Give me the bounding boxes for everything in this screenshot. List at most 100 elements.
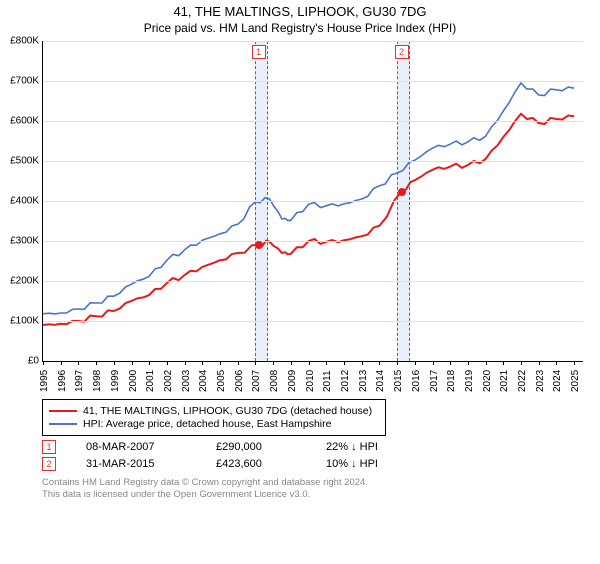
x-axis-label: 2022 bbox=[517, 370, 528, 392]
x-tick bbox=[149, 361, 150, 365]
plot-area: £0£100K£200K£300K£400K£500K£600K£700K£80… bbox=[42, 41, 583, 362]
price-chart: £0£100K£200K£300K£400K£500K£600K£700K£80… bbox=[42, 41, 582, 393]
x-axis-label: 2009 bbox=[287, 370, 298, 392]
gridline bbox=[43, 241, 583, 242]
y-axis-label: £0 bbox=[3, 356, 39, 367]
page-subtitle: Price paid vs. HM Land Registry's House … bbox=[0, 21, 600, 35]
x-tick bbox=[574, 361, 575, 365]
sale-price: £290,000 bbox=[216, 441, 296, 453]
sale-marker: 1 bbox=[252, 45, 266, 59]
x-tick bbox=[96, 361, 97, 365]
x-axis-label: 2019 bbox=[464, 370, 475, 392]
x-tick bbox=[255, 361, 256, 365]
x-tick bbox=[273, 361, 274, 365]
x-axis-label: 2016 bbox=[411, 370, 422, 392]
x-axis-label: 2020 bbox=[482, 370, 493, 392]
x-axis-label: 2008 bbox=[269, 370, 280, 392]
legend-row: HPI: Average price, detached house, East… bbox=[49, 418, 379, 430]
x-axis-label: 2007 bbox=[251, 370, 262, 392]
footer-line: This data is licensed under the Open Gov… bbox=[42, 489, 600, 501]
legend-swatch bbox=[49, 423, 77, 425]
x-tick bbox=[521, 361, 522, 365]
sale-price: £423,600 bbox=[216, 458, 296, 470]
x-axis-label: 2003 bbox=[181, 370, 192, 392]
legend-row: 41, THE MALTINGS, LIPHOOK, GU30 7DG (det… bbox=[49, 405, 379, 417]
x-tick bbox=[78, 361, 79, 365]
sale-delta: 10% ↓ HPI bbox=[326, 458, 378, 470]
y-axis-label: £100K bbox=[3, 316, 39, 327]
y-axis-label: £400K bbox=[3, 196, 39, 207]
x-axis-label: 2010 bbox=[305, 370, 316, 392]
x-tick bbox=[202, 361, 203, 365]
x-axis-label: 2017 bbox=[429, 370, 440, 392]
x-axis-label: 1995 bbox=[39, 370, 50, 392]
x-axis-label: 2013 bbox=[358, 370, 369, 392]
sale-index: 2 bbox=[42, 457, 56, 471]
x-tick bbox=[43, 361, 44, 365]
x-axis-label: 2002 bbox=[163, 370, 174, 392]
x-axis-label: 1999 bbox=[110, 370, 121, 392]
gridline bbox=[43, 41, 583, 42]
gridline bbox=[43, 321, 583, 322]
gridline bbox=[43, 281, 583, 282]
gridline bbox=[43, 161, 583, 162]
x-axis-label: 2021 bbox=[499, 370, 510, 392]
sale-delta: 22% ↓ HPI bbox=[326, 441, 378, 453]
footer-line: Contains HM Land Registry data © Crown c… bbox=[42, 477, 600, 489]
sales-table: 1 08-MAR-2007 £290,000 22% ↓ HPI 2 31-MAR-201… bbox=[42, 440, 600, 471]
x-tick bbox=[220, 361, 221, 365]
x-axis-label: 2005 bbox=[216, 370, 227, 392]
x-axis-label: 1996 bbox=[57, 370, 68, 392]
x-tick bbox=[114, 361, 115, 365]
x-axis-label: 2025 bbox=[570, 370, 581, 392]
x-axis-label: 2006 bbox=[234, 370, 245, 392]
x-tick bbox=[468, 361, 469, 365]
sale-date: 08-MAR-2007 bbox=[86, 441, 186, 453]
x-tick bbox=[450, 361, 451, 365]
x-axis-label: 2023 bbox=[535, 370, 546, 392]
x-tick bbox=[397, 361, 398, 365]
x-axis-label: 2024 bbox=[552, 370, 563, 392]
x-tick bbox=[362, 361, 363, 365]
series-hpi bbox=[43, 83, 574, 314]
series-property bbox=[43, 114, 574, 325]
sale-marker: 2 bbox=[395, 45, 409, 59]
x-tick bbox=[61, 361, 62, 365]
x-tick bbox=[539, 361, 540, 365]
sale-index: 1 bbox=[42, 440, 56, 454]
x-axis-label: 2018 bbox=[446, 370, 457, 392]
gridline bbox=[43, 201, 583, 202]
x-axis-label: 2012 bbox=[340, 370, 351, 392]
y-axis-label: £500K bbox=[3, 156, 39, 167]
x-tick bbox=[556, 361, 557, 365]
y-axis-label: £600K bbox=[3, 116, 39, 127]
x-axis-label: 2011 bbox=[322, 370, 333, 392]
x-tick bbox=[344, 361, 345, 365]
legend-swatch bbox=[49, 410, 77, 412]
x-tick bbox=[486, 361, 487, 365]
sale-date: 31-MAR-2015 bbox=[86, 458, 186, 470]
x-axis-label: 1997 bbox=[74, 370, 85, 392]
x-axis-label: 2000 bbox=[128, 370, 139, 392]
y-axis-label: £800K bbox=[3, 36, 39, 47]
gridline bbox=[43, 81, 583, 82]
x-tick bbox=[433, 361, 434, 365]
gridline bbox=[43, 121, 583, 122]
x-tick bbox=[415, 361, 416, 365]
x-tick bbox=[132, 361, 133, 365]
x-axis-label: 2014 bbox=[375, 370, 386, 392]
legend: 41, THE MALTINGS, LIPHOOK, GU30 7DG (det… bbox=[42, 399, 386, 436]
sale-point bbox=[255, 241, 263, 249]
y-axis-label: £700K bbox=[3, 76, 39, 87]
x-tick bbox=[185, 361, 186, 365]
legend-label: 41, THE MALTINGS, LIPHOOK, GU30 7DG (det… bbox=[83, 405, 372, 417]
x-tick bbox=[309, 361, 310, 365]
x-axis-label: 2004 bbox=[198, 370, 209, 392]
y-axis-label: £200K bbox=[3, 276, 39, 287]
page-title: 41, THE MALTINGS, LIPHOOK, GU30 7DG bbox=[0, 4, 600, 19]
x-axis-label: 1998 bbox=[92, 370, 103, 392]
y-axis-label: £300K bbox=[3, 236, 39, 247]
attribution: Contains HM Land Registry data © Crown c… bbox=[42, 477, 600, 501]
x-tick bbox=[503, 361, 504, 365]
x-tick bbox=[167, 361, 168, 365]
